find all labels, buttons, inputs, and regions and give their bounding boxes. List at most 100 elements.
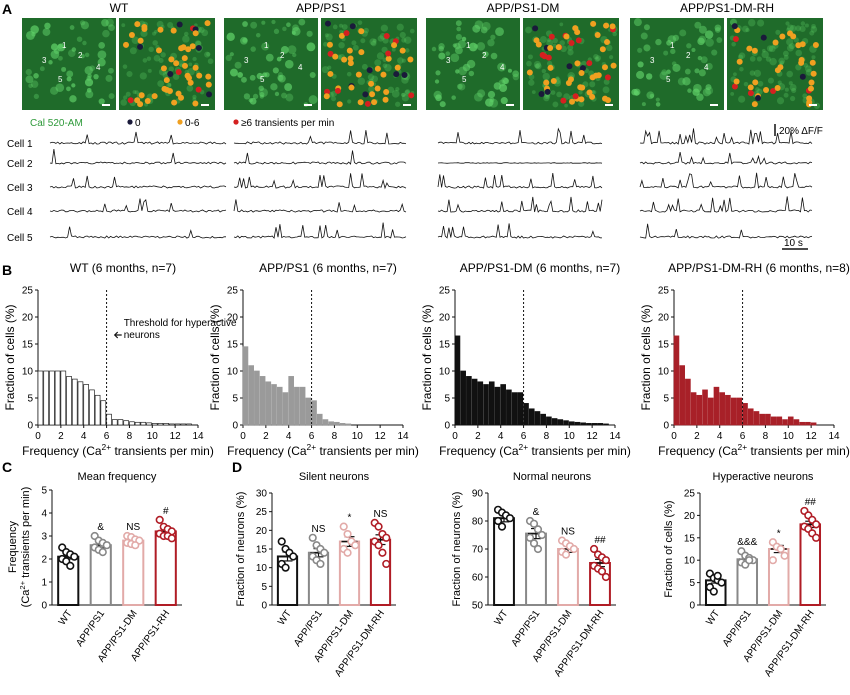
- histogram-bar: [71, 378, 78, 426]
- x-tick-label: 6: [104, 431, 110, 442]
- data-point: [289, 552, 298, 561]
- cell-body: [229, 52, 234, 57]
- cell-row-label: Cell 3: [7, 183, 33, 194]
- cell-body: [785, 21, 790, 26]
- y-tick-label: 0: [444, 421, 450, 432]
- y-tick-label: 1: [41, 578, 47, 589]
- cell-body: [696, 93, 704, 101]
- mean-bar: [493, 517, 515, 607]
- cell-body: [705, 84, 712, 91]
- data-point: [339, 522, 348, 531]
- data-point: [569, 544, 579, 554]
- significance-label: NS: [312, 524, 326, 535]
- cell-body: [291, 27, 301, 36]
- scale-label-y: 20% ΔF/F: [779, 126, 823, 137]
- y-axis-label: Fraction of cells (%): [208, 304, 222, 410]
- activity-dot: [380, 71, 387, 78]
- cell-body: [76, 36, 83, 42]
- data-point: [776, 544, 785, 554]
- data-point: [66, 561, 75, 571]
- cell-body: [380, 24, 388, 32]
- activity-dot: [394, 64, 401, 71]
- cell-body: [98, 98, 105, 105]
- cell-body: [332, 24, 338, 30]
- cell-row-label: Cell 4: [7, 207, 33, 218]
- x-tick-label: 4: [717, 431, 723, 442]
- cell-body: [405, 48, 410, 53]
- scale-bar: [102, 104, 110, 106]
- cell-body: [57, 43, 63, 49]
- cell-body: [376, 52, 385, 60]
- activity-dot: [807, 85, 814, 92]
- cell-body: [550, 90, 556, 95]
- x-tick-label: 14: [828, 431, 840, 442]
- cell-body: [786, 44, 794, 52]
- cell-body: [679, 29, 687, 37]
- legend-label: ≥6 transients per min: [241, 118, 334, 129]
- activity-dot: [579, 84, 586, 91]
- cell-body: [810, 26, 818, 33]
- calcium-trace: [639, 172, 813, 189]
- activity-dot: [196, 72, 203, 79]
- activity-dot: [579, 65, 586, 72]
- activity-dot: [137, 101, 144, 108]
- legend-label: 0: [135, 118, 141, 129]
- cell-body: [445, 51, 451, 56]
- activity-dot: [205, 81, 212, 88]
- cell-body: [552, 37, 558, 44]
- cell-body: [152, 31, 157, 36]
- activity-dot: [770, 88, 777, 95]
- cell-body: [705, 86, 714, 95]
- cell-number-label: 5: [58, 75, 63, 84]
- histogram-bar: [597, 423, 604, 426]
- cell-body: [485, 98, 494, 107]
- histogram-bar: [157, 423, 164, 426]
- calcium-trace: [437, 127, 603, 145]
- activity-dot: [578, 96, 585, 103]
- cell-body: [255, 32, 261, 38]
- cell-body: [108, 67, 114, 74]
- x-tick-label: 10: [352, 431, 364, 442]
- cell-body: [546, 39, 554, 47]
- cell-body: [655, 38, 662, 46]
- data-point: [709, 587, 718, 596]
- activity-dot: [601, 64, 608, 71]
- cell-body: [234, 61, 242, 69]
- cell-body: [743, 81, 749, 87]
- cell-body: [804, 23, 809, 28]
- histogram-bar: [713, 386, 720, 426]
- chart-title: WT (6 months, n=7): [70, 261, 176, 275]
- activity-dot: [547, 44, 554, 51]
- cell-body: [461, 36, 467, 42]
- activity-dot: [163, 77, 170, 84]
- cell-body: [711, 49, 718, 56]
- x-tick-label: 0: [671, 431, 677, 442]
- mean-bar: [154, 530, 177, 607]
- dot-plot-7: Hyperactive neurons 0 5 10 15 20 25 WT &&& APP/PS…: [663, 471, 826, 679]
- activity-dot: [176, 21, 183, 28]
- activity-map: [727, 18, 823, 110]
- activity-dot: [173, 60, 180, 67]
- cell-body: [306, 30, 313, 37]
- cell-body: [761, 50, 769, 59]
- cell-body: [284, 83, 293, 92]
- activity-dot: [548, 33, 555, 40]
- activity-dot: [175, 90, 182, 97]
- cell-body: [324, 33, 329, 38]
- histogram-bar: [747, 408, 754, 426]
- cell-body: [698, 25, 707, 34]
- category-label: WT: [493, 608, 511, 627]
- cell-body: [401, 37, 407, 43]
- cell-body: [58, 55, 63, 61]
- activity-dot: [382, 96, 389, 103]
- cell-body: [433, 90, 442, 100]
- cell-body: [49, 86, 59, 95]
- histogram-bar: [180, 423, 187, 426]
- cell-body: [325, 33, 333, 41]
- x-tick-label: 2: [694, 431, 700, 442]
- data-point: [343, 529, 352, 539]
- cell-body: [120, 99, 128, 106]
- cell-number-label: 3: [446, 56, 451, 65]
- cell-body: [670, 48, 676, 55]
- cell-body: [401, 76, 409, 84]
